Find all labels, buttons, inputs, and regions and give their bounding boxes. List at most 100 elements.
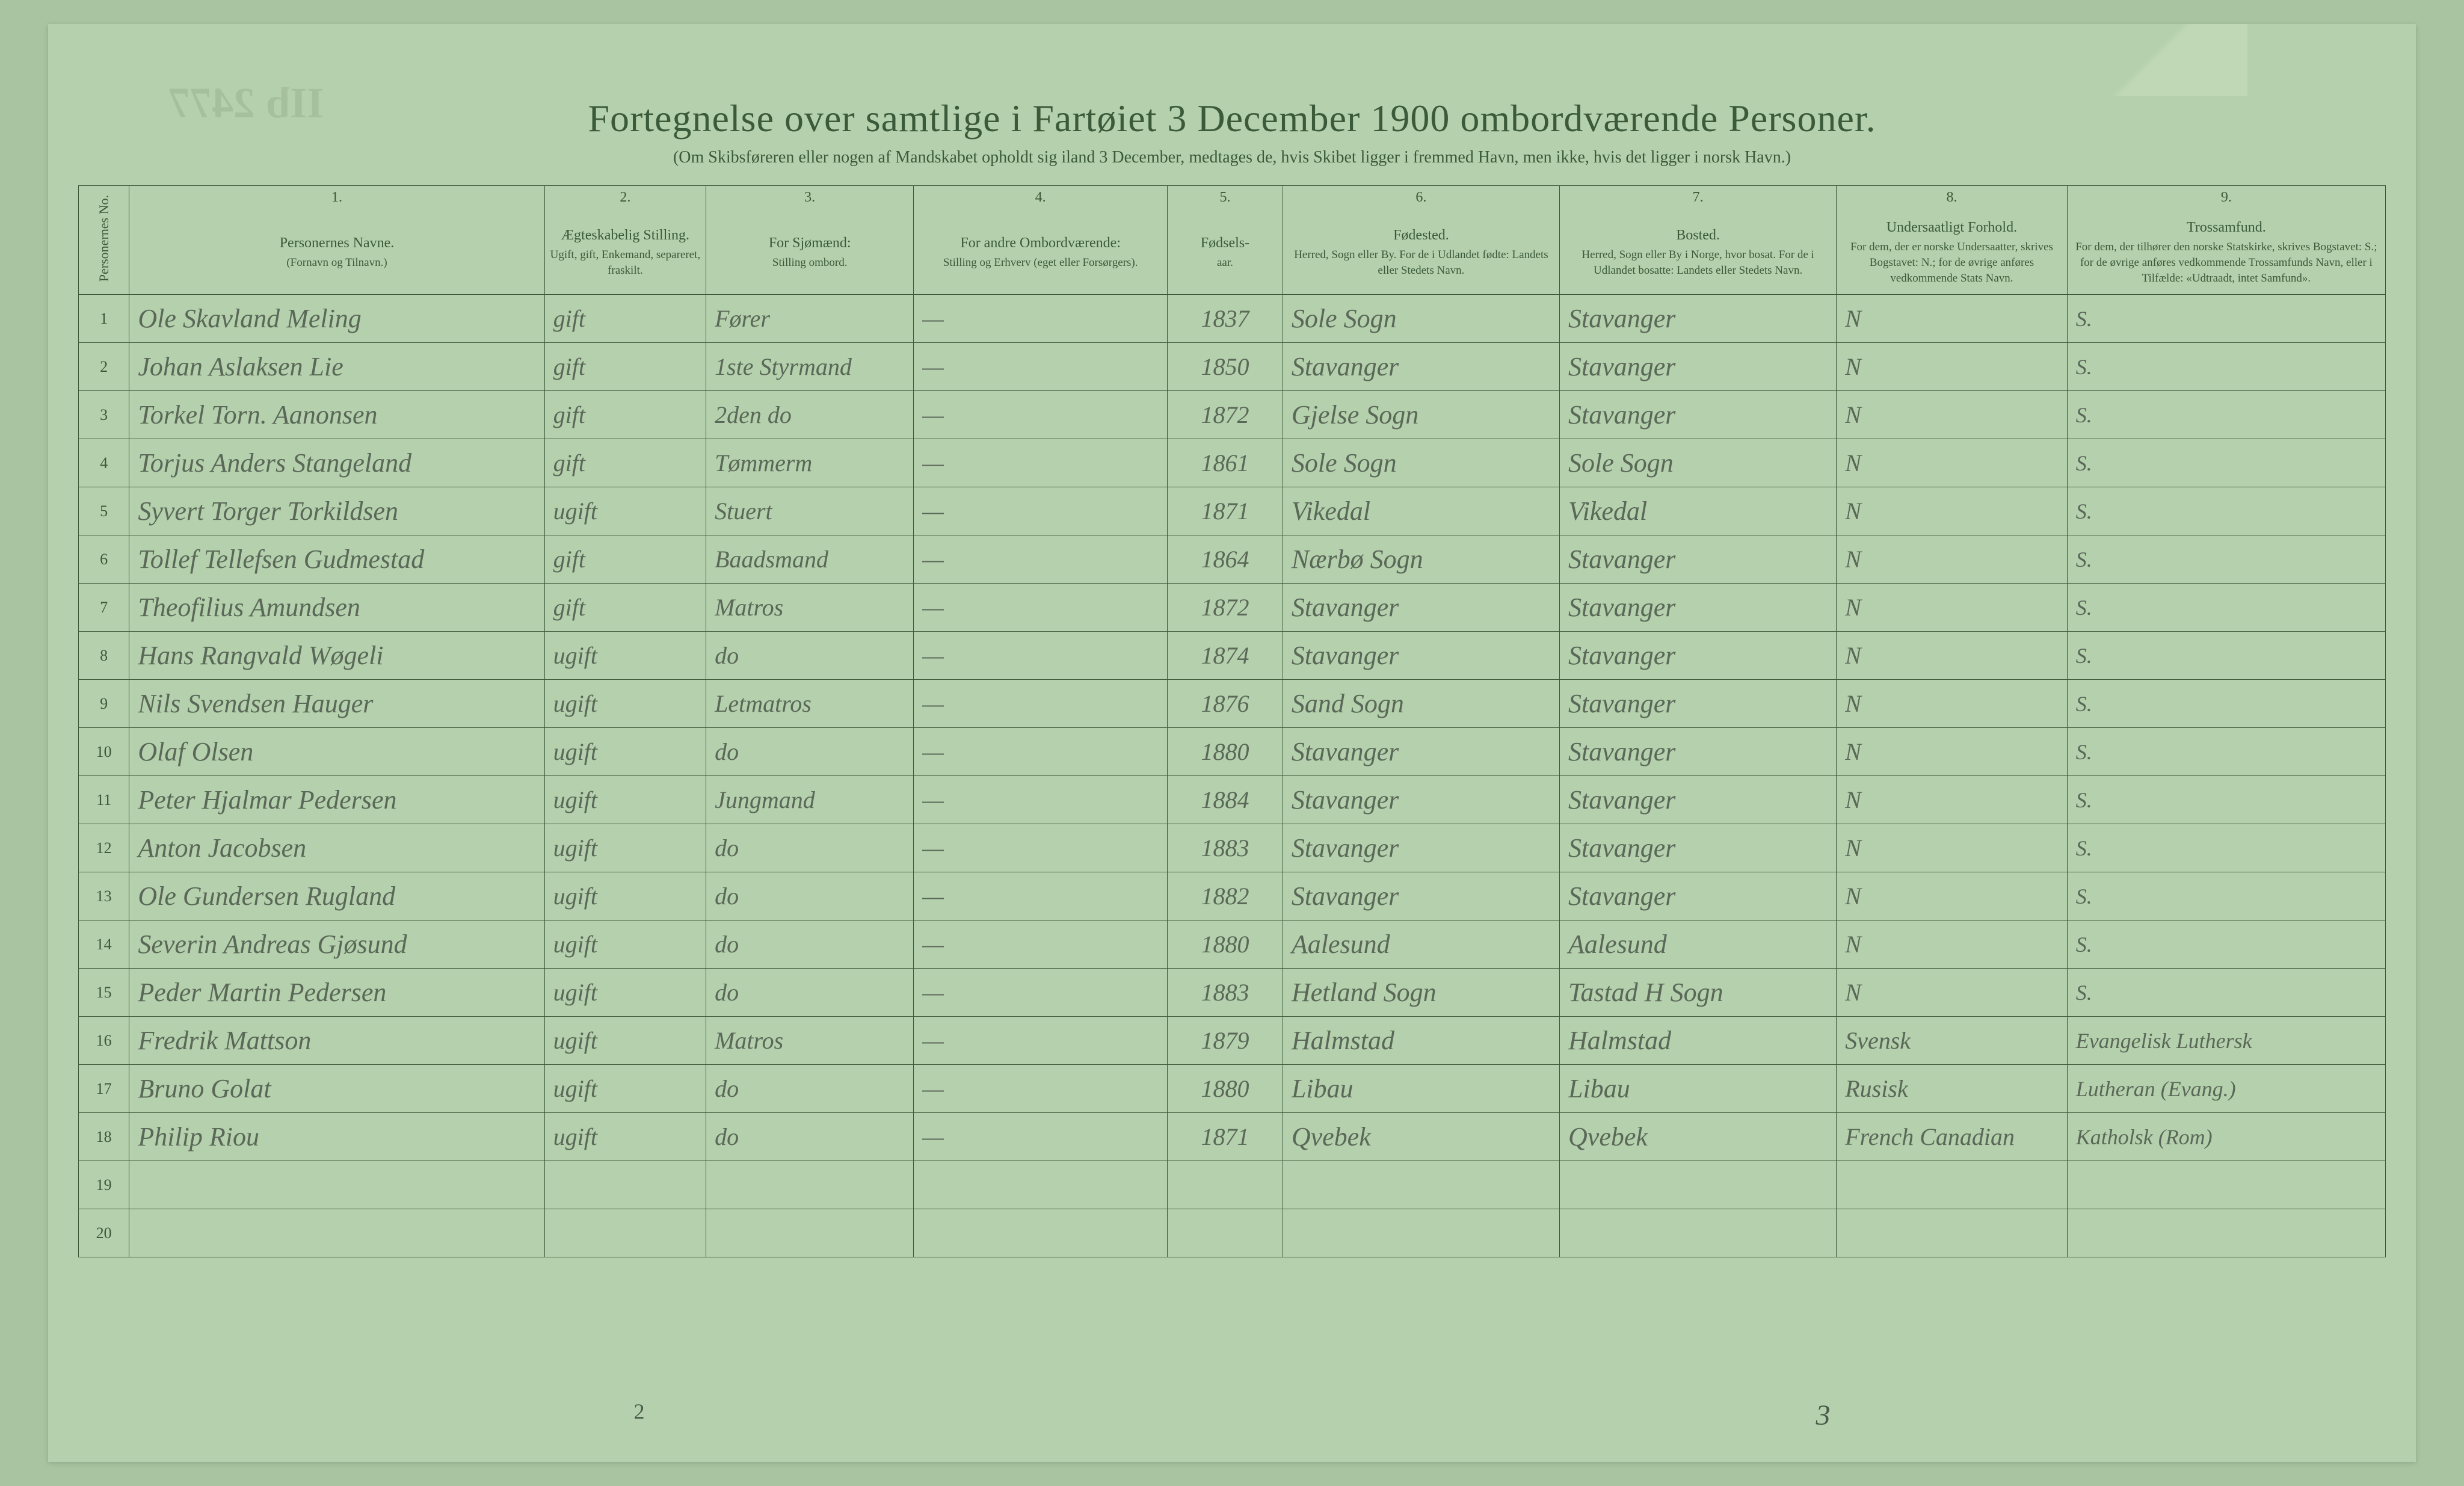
col-num-9: 9. (2067, 186, 2385, 210)
cell-residence (1560, 1209, 1837, 1257)
row-number: 14 (79, 920, 129, 969)
cell-name: Johan Aslaksen Lie (129, 343, 544, 391)
cell-nationality (1837, 1161, 2068, 1209)
cell-position: do (706, 1113, 914, 1161)
table-row: 6Tollef Tellefsen GudmestadgiftBaadsmand… (79, 535, 2386, 584)
cell-residence: Stavanger (1560, 391, 1837, 439)
cell-position: Fører (706, 295, 914, 343)
table-row: 3Torkel Torn. Aanonsengift2den do—1872Gj… (79, 391, 2386, 439)
header-residence: Bosted.Herred, Sogn eller By i Norge, hv… (1560, 209, 1837, 295)
cell-residence: Vikedal (1560, 487, 1837, 535)
cell-residence: Halmstad (1560, 1017, 1837, 1065)
cell-position: do (706, 824, 914, 872)
cell-name: Nils Svendsen Hauger (129, 680, 544, 728)
cell-birthyear (1168, 1161, 1283, 1209)
cell-birthplace: Stavanger (1283, 776, 1559, 824)
row-number: 10 (79, 728, 129, 776)
cell-position: Jungmand (706, 776, 914, 824)
cell-other: — (914, 584, 1168, 632)
cell-birthplace: Halmstad (1283, 1017, 1559, 1065)
cell-religion: S. (2067, 439, 2385, 487)
row-number: 17 (79, 1065, 129, 1113)
cell-religion (2067, 1209, 2385, 1257)
cell-other: — (914, 1017, 1168, 1065)
cell-birthyear: 1872 (1168, 584, 1283, 632)
cell-position: do (706, 969, 914, 1017)
cell-name: Peder Martin Pedersen (129, 969, 544, 1017)
cell-birthyear: 1884 (1168, 776, 1283, 824)
header-nationality: Undersaatligt Forhold.For dem, der er no… (1837, 209, 2068, 295)
cell-other: — (914, 776, 1168, 824)
table-row: 7Theofilius AmundsengiftMatros—1872Stava… (79, 584, 2386, 632)
cell-religion: S. (2067, 632, 2385, 680)
row-number: 2 (79, 343, 129, 391)
cell-nationality: N (1837, 439, 2068, 487)
cell-birthplace: Sole Sogn (1283, 295, 1559, 343)
cell-residence: Libau (1560, 1065, 1837, 1113)
cell-residence: Stavanger (1560, 776, 1837, 824)
cell-nationality: N (1837, 343, 2068, 391)
cell-marital: gift (544, 439, 706, 487)
row-number: 6 (79, 535, 129, 584)
cell-name: Ole Skavland Meling (129, 295, 544, 343)
table-head: Personernes No. 1. 2. 3. 4. 5. 6. 7. 8. … (79, 186, 2386, 295)
cell-religion: S. (2067, 824, 2385, 872)
table-row: 5Syvert Torger TorkildsenugiftStuert—187… (79, 487, 2386, 535)
cell-birthyear: 1850 (1168, 343, 1283, 391)
cell-name: Torjus Anders Stangeland (129, 439, 544, 487)
cell-birthplace: Stavanger (1283, 343, 1559, 391)
cell-birthyear: 1883 (1168, 969, 1283, 1017)
cell-nationality: Svensk (1837, 1017, 2068, 1065)
cell-birthplace: Nærbø Sogn (1283, 535, 1559, 584)
cell-other: — (914, 535, 1168, 584)
cell-other: — (914, 920, 1168, 969)
table-row: 18Philip Riouugiftdo—1871QvebekQvebekFre… (79, 1113, 2386, 1161)
cell-name: Tollef Tellefsen Gudmestad (129, 535, 544, 584)
cell-nationality: N (1837, 680, 2068, 728)
cell-name: Fredrik Mattson (129, 1017, 544, 1065)
table-row: 10Olaf Olsenugiftdo—1880StavangerStavang… (79, 728, 2386, 776)
cell-position (706, 1161, 914, 1209)
col-num-1: 1. (129, 186, 544, 210)
cell-position: do (706, 872, 914, 920)
cell-other: — (914, 391, 1168, 439)
cell-position: Stuert (706, 487, 914, 535)
cell-other (914, 1209, 1168, 1257)
cell-other: — (914, 487, 1168, 535)
cell-residence: Qvebek (1560, 1113, 1837, 1161)
cell-birthyear: 1864 (1168, 535, 1283, 584)
cell-nationality: French Canadian (1837, 1113, 2068, 1161)
cell-religion: S. (2067, 728, 2385, 776)
table-row: 14Severin Andreas Gjøsundugiftdo—1880Aal… (79, 920, 2386, 969)
cell-marital: ugift (544, 920, 706, 969)
cell-marital: ugift (544, 680, 706, 728)
cell-residence: Stavanger (1560, 632, 1837, 680)
table-row: 15Peder Martin Pedersenugiftdo—1883Hetla… (79, 969, 2386, 1017)
cell-religion: Lutheran (Evang.) (2067, 1065, 2385, 1113)
cell-birthyear: 1871 (1168, 1113, 1283, 1161)
cell-position: Matros (706, 584, 914, 632)
cell-other (914, 1161, 1168, 1209)
footer-marks: 2 3 (48, 1399, 2416, 1432)
row-number: 15 (79, 969, 129, 1017)
cell-position: do (706, 1065, 914, 1113)
cell-name: Severin Andreas Gjøsund (129, 920, 544, 969)
cell-other: — (914, 824, 1168, 872)
cell-residence: Tastad H Sogn (1560, 969, 1837, 1017)
cell-residence: Aalesund (1560, 920, 1837, 969)
cell-name (129, 1161, 544, 1209)
row-number: 16 (79, 1017, 129, 1065)
cell-name: Torkel Torn. Aanonsen (129, 391, 544, 439)
table-row: 8Hans Rangvald Wøgeliugiftdo—1874Stavang… (79, 632, 2386, 680)
cell-marital: gift (544, 584, 706, 632)
cell-marital: ugift (544, 969, 706, 1017)
table-row: 16Fredrik MattsonugiftMatros—1879Halmsta… (79, 1017, 2386, 1065)
cell-birthplace (1283, 1209, 1559, 1257)
cell-marital: gift (544, 343, 706, 391)
row-number: 4 (79, 439, 129, 487)
table-row: 12Anton Jacobsenugiftdo—1883StavangerSta… (79, 824, 2386, 872)
footer-page-left: 2 (634, 1399, 645, 1432)
cell-nationality (1837, 1209, 2068, 1257)
column-label-row: Personernes Navne.(Fornavn og Tilnavn.) … (79, 209, 2386, 295)
table-row: 2Johan Aslaksen Liegift1ste Styrmand—185… (79, 343, 2386, 391)
